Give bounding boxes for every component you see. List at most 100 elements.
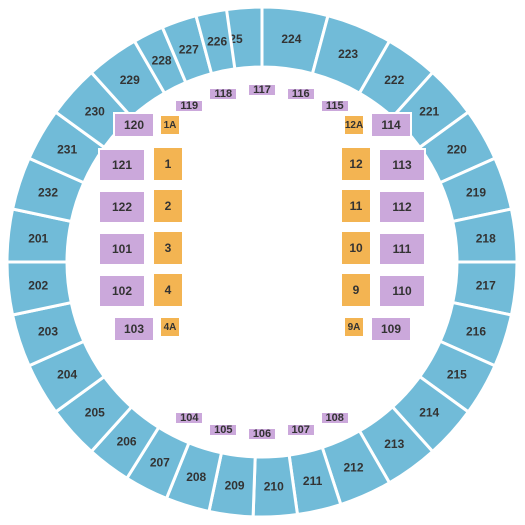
- mid-section-120[interactable]: 120: [113, 112, 155, 138]
- floor-section-label: 1: [165, 157, 172, 171]
- outer-section-label: 208: [186, 470, 206, 484]
- outer-section-label: 202: [28, 279, 48, 293]
- floor-section-label: 11: [350, 199, 363, 213]
- floor-section-label: 12A: [345, 120, 363, 131]
- outer-section-label: 221: [419, 104, 439, 118]
- outer-section-label: 215: [447, 368, 467, 382]
- floor-section-12A[interactable]: 12A: [343, 114, 365, 136]
- floor-section-4[interactable]: 4: [152, 272, 184, 308]
- mid-section-label: 113: [392, 158, 411, 172]
- outer-section-label: 224: [281, 32, 301, 46]
- mid-arc-section-label: 105: [214, 424, 232, 436]
- mid-arc-section-label: 118: [214, 88, 232, 100]
- outer-section-label: 226: [207, 35, 227, 49]
- outer-section-label: 228: [152, 54, 172, 68]
- floor-section-label: 3: [165, 241, 172, 255]
- mid-arc-section-104[interactable]: 104: [174, 411, 204, 425]
- floor-section-3[interactable]: 3: [152, 230, 184, 266]
- outer-section-label: 203: [38, 325, 58, 339]
- outer-section-label: 227: [179, 42, 199, 56]
- mid-section-121[interactable]: 121: [98, 148, 146, 182]
- mid-section-label: 121: [112, 158, 132, 172]
- outer-section-label: 206: [117, 435, 137, 449]
- mid-arc-section-label: 107: [292, 424, 310, 436]
- floor-section-label: 4A: [164, 322, 177, 333]
- mid-section-109[interactable]: 109: [370, 316, 412, 342]
- floor-section-2[interactable]: 2: [152, 188, 184, 224]
- mid-section-label: 102: [112, 284, 132, 298]
- mid-arc-section-106[interactable]: 106: [247, 427, 277, 441]
- mid-arc-section-118[interactable]: 118: [208, 87, 238, 101]
- mid-section-101[interactable]: 101: [98, 232, 146, 266]
- outer-section-label: 209: [225, 478, 245, 492]
- mid-arc-section-117[interactable]: 117: [247, 83, 277, 97]
- mid-arc-section-label: 115: [326, 100, 344, 112]
- outer-section-label: 216: [466, 325, 486, 339]
- outer-section-label: 222: [384, 73, 404, 87]
- outer-section-label: 229: [120, 73, 140, 87]
- mid-section-label: 112: [392, 200, 411, 214]
- mid-arc-section-116[interactable]: 116: [286, 87, 316, 101]
- floor-section-label: 4: [165, 283, 172, 297]
- mid-arc-section-108[interactable]: 108: [320, 411, 350, 425]
- floor-section-11[interactable]: 11: [340, 188, 372, 224]
- floor-section-label: 9A: [348, 322, 361, 333]
- mid-section-label: 114: [381, 118, 400, 132]
- mid-arc-section-115[interactable]: 115: [320, 99, 350, 113]
- outer-section-label: 214: [419, 406, 439, 420]
- floor-section-label: 9: [353, 283, 360, 297]
- mid-section-111[interactable]: 111: [378, 232, 426, 266]
- mid-section-label: 111: [393, 242, 412, 256]
- mid-arc-section-label: 108: [326, 412, 344, 424]
- mid-section-113[interactable]: 113: [378, 148, 426, 182]
- mid-section-label: 101: [112, 242, 132, 256]
- floor-section-label: 1A: [164, 120, 177, 131]
- floor-section-9A[interactable]: 9A: [343, 316, 365, 338]
- outer-section-label: 219: [466, 185, 486, 199]
- mid-arc-section-label: 117: [253, 84, 271, 96]
- mid-arc-section-107[interactable]: 107: [286, 423, 316, 437]
- floor-section-label: 10: [349, 241, 362, 255]
- mid-section-102[interactable]: 102: [98, 274, 146, 308]
- mid-section-110[interactable]: 110: [378, 274, 426, 308]
- floor-section-9[interactable]: 9: [340, 272, 372, 308]
- outer-section-label: 213: [384, 437, 404, 451]
- mid-section-103[interactable]: 103: [113, 316, 155, 342]
- outer-section-label: 212: [344, 461, 364, 475]
- outer-section-label: 207: [150, 455, 170, 469]
- floor-section-12[interactable]: 12: [340, 146, 372, 182]
- mid-arc-section-105[interactable]: 105: [208, 423, 238, 437]
- floor-section-1[interactable]: 1: [152, 146, 184, 182]
- outer-section-label: 217: [476, 279, 496, 293]
- outer-section-label: 223: [338, 47, 358, 61]
- mid-arc-section-label: 104: [180, 412, 198, 424]
- outer-section-label: 210: [264, 480, 284, 494]
- outer-section-label: 232: [38, 185, 58, 199]
- outer-section-label: 220: [447, 143, 467, 157]
- outer-section-label: 211: [303, 474, 323, 488]
- mid-section-114[interactable]: 114: [370, 112, 412, 138]
- mid-arc-section-label: 119: [180, 100, 198, 112]
- floor-section-10[interactable]: 10: [340, 230, 372, 266]
- mid-section-label: 110: [392, 284, 411, 298]
- mid-arc-section-label: 116: [292, 88, 310, 100]
- floor-section-4A[interactable]: 4A: [159, 316, 181, 338]
- mid-section-label: 109: [381, 322, 401, 336]
- floor-section-1A[interactable]: 1A: [159, 114, 181, 136]
- outer-section-label: 218: [476, 231, 496, 245]
- mid-section-112[interactable]: 112: [378, 190, 426, 224]
- outer-section-label: 231: [57, 143, 77, 157]
- mid-section-label: 120: [124, 118, 144, 132]
- mid-section-122[interactable]: 122: [98, 190, 146, 224]
- floor-section-label: 12: [349, 157, 362, 171]
- floor-section-label: 2: [165, 199, 172, 213]
- seating-chart: 2252242232222212202192182172162152142132…: [0, 0, 525, 525]
- outer-section-label: 205: [85, 406, 105, 420]
- mid-section-label: 103: [124, 322, 144, 336]
- outer-section-label: 204: [57, 368, 77, 382]
- mid-section-label: 122: [112, 200, 132, 214]
- mid-arc-section-119[interactable]: 119: [174, 99, 204, 113]
- outer-section-label: 230: [85, 104, 105, 118]
- outer-section-label: 201: [28, 231, 48, 245]
- mid-arc-section-label: 106: [253, 428, 271, 440]
